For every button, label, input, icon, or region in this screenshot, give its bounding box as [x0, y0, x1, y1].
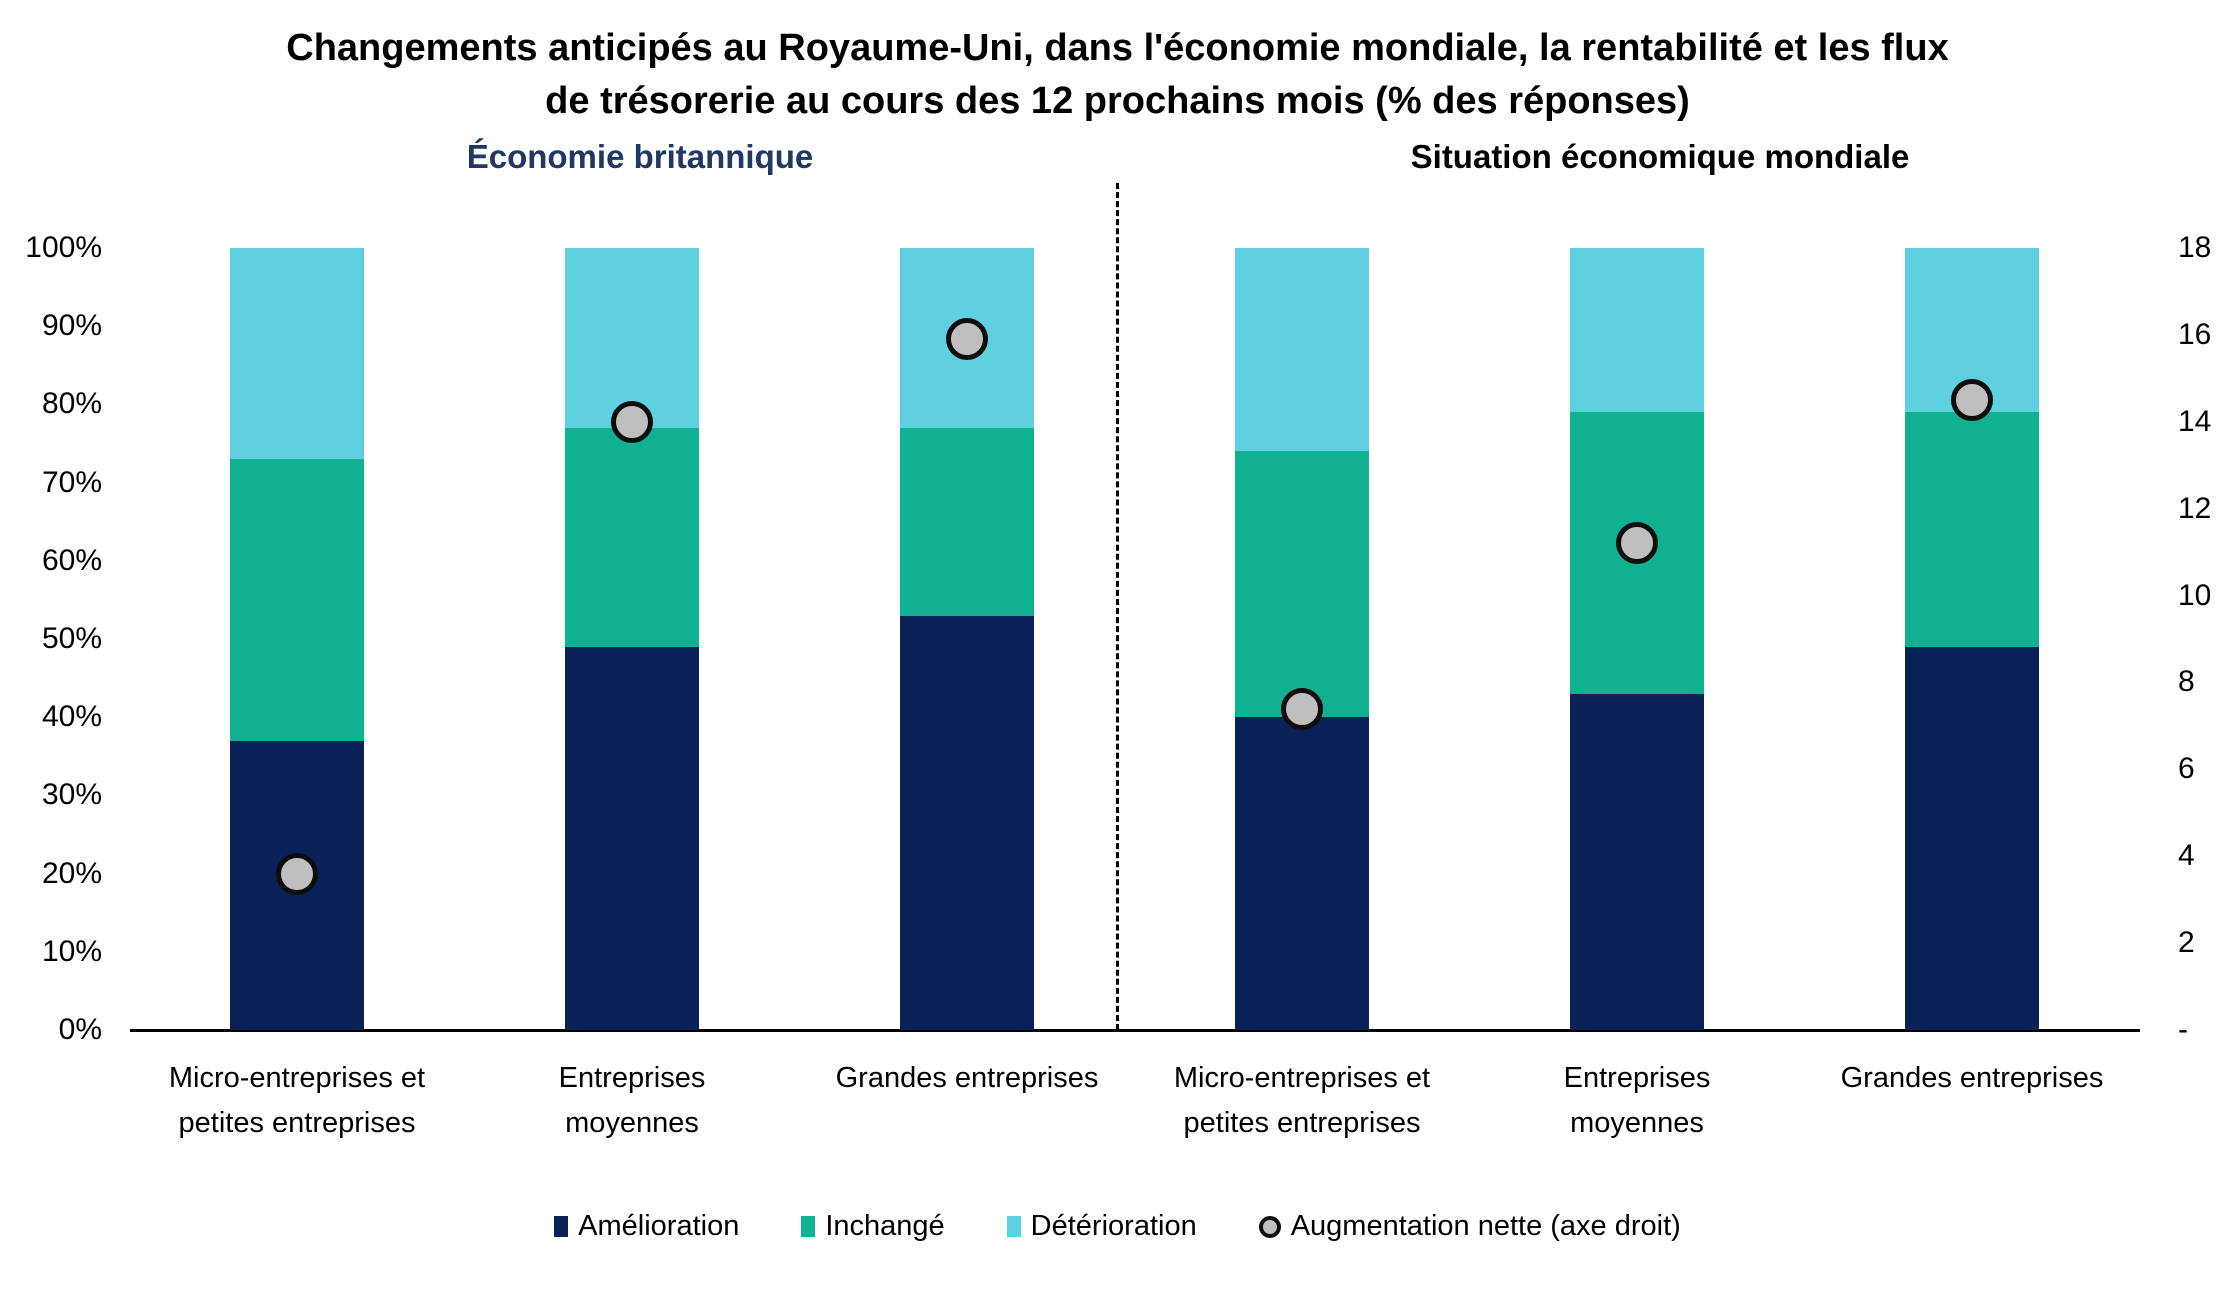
left-axis-tick-30pct: 30% [41, 778, 102, 812]
right-axis-tick-16: 16 [2178, 317, 2212, 351]
net-increase-marker-cat5 [1616, 522, 1658, 565]
legend-label-augmentation-nette: Augmentation nette (axe droit) [1290, 1210, 1681, 1242]
bar-segment-inchange-cat2 [565, 427, 699, 647]
category-label-cat3: Grandes entreprises [787, 1056, 1147, 1101]
section-divider-dashed-line [1116, 183, 1119, 1030]
right-axis-tick-10: 10 [2178, 578, 2212, 612]
bar-segment-amelioration-cat3 [900, 615, 1034, 1030]
left-axis-tick-0pct: 0% [58, 1013, 102, 1046]
right-axis-tick-zero: - [2178, 1013, 2188, 1046]
legend-label-amelioration: Amélioration [578, 1210, 740, 1242]
right-axis-tick-8: 8 [2178, 665, 2195, 699]
category-label-cat5: Entreprises moyennes [1457, 1056, 1817, 1146]
category-label-line: Grandes entreprises [835, 1062, 1099, 1094]
bar-segment-inchange-cat3 [900, 427, 1034, 616]
left-axis-tick-80pct: 80% [41, 387, 102, 421]
bar-segment-deterioration-cat4 [1235, 248, 1369, 452]
deterioration-swatch-icon [1006, 1216, 1021, 1237]
left-axis-tick-70pct: 70% [41, 465, 102, 499]
chart-title-line2: de trésorerie au cours des 12 prochains … [545, 80, 1690, 122]
legend-item-augmentation-nette: Augmentation nette (axe droit) [1258, 1210, 1681, 1243]
net-increase-circle-icon [1258, 1215, 1281, 1238]
bar-segment-deterioration-cat5 [1570, 248, 1704, 413]
category-label-line: petites entreprises [1183, 1107, 1421, 1139]
legend-item-amelioration: Amélioration [554, 1210, 739, 1243]
bar-segment-amelioration-cat5 [1570, 693, 1704, 1030]
left-axis-tick-50pct: 50% [41, 622, 102, 655]
category-label-cat6: Grandes entreprises [1792, 1056, 2152, 1101]
inchange-swatch-icon [801, 1216, 816, 1237]
right-axis-tick-14: 14 [2178, 404, 2212, 438]
legend-item-inchange: Inchangé [801, 1210, 945, 1243]
net-increase-marker-cat4 [1281, 687, 1323, 730]
right-axis-tick-12: 12 [2178, 491, 2212, 525]
category-label-line: Entreprises [1563, 1062, 1711, 1094]
bar-segment-inchange-cat1 [230, 459, 364, 741]
net-increase-marker-cat6 [1951, 379, 1993, 422]
bar-segment-amelioration-cat6 [1905, 646, 2039, 1030]
right-axis-tick-4: 4 [2178, 839, 2195, 873]
legend-item-deterioration: Détérioration [1006, 1210, 1197, 1243]
bar-segment-amelioration-cat2 [565, 646, 699, 1030]
bar-segment-deterioration-cat2 [565, 248, 699, 428]
category-label-line: petites entreprises [178, 1107, 416, 1139]
bar-segment-deterioration-cat1 [230, 248, 364, 460]
legend-label-deterioration: Détérioration [1030, 1210, 1197, 1242]
left-axis-tick-10pct: 10% [41, 934, 102, 968]
right-axis-tick-18: 18 [2178, 231, 2212, 264]
left-axis-tick-100pct: 100% [25, 231, 102, 264]
legend-label-inchange: Inchangé [825, 1210, 945, 1242]
left-axis-tick-90pct: 90% [41, 309, 102, 343]
right-axis-tick-2: 2 [2178, 926, 2195, 960]
chart-title: Changements anticipés au Royaume-Uni, da… [0, 22, 2235, 128]
bar-segment-inchange-cat6 [1905, 412, 2039, 647]
left-axis-tick-40pct: 40% [41, 700, 102, 734]
chart-title-line1: Changements anticipés au Royaume-Uni, da… [286, 27, 1949, 69]
net-increase-marker-cat2 [611, 400, 653, 443]
category-label-line: Entreprises [558, 1062, 706, 1094]
net-increase-marker-cat1 [276, 852, 318, 895]
net-increase-marker-cat3 [946, 318, 988, 361]
bar-segment-inchange-cat4 [1235, 451, 1369, 718]
bar-segment-amelioration-cat4 [1235, 717, 1369, 1030]
category-label-line: moyennes [565, 1107, 699, 1139]
category-label-line: Grandes entreprises [1840, 1062, 2104, 1094]
category-label-cat2: Entreprises moyennes [452, 1056, 812, 1146]
left-axis-tick-60pct: 60% [41, 543, 102, 577]
left-axis-tick-20pct: 20% [41, 856, 102, 890]
category-label-line: Micro-entreprises et [1173, 1062, 1431, 1094]
right-axis-tick-6: 6 [2178, 752, 2195, 786]
panel-title-uk-economy: Économie britannique [466, 138, 814, 175]
panel-title-world-economy: Situation économique mondiale [1410, 138, 1910, 175]
x-axis-line [130, 1029, 2140, 1032]
legend: Amélioration Inchangé Détérioration Augm… [0, 1210, 2235, 1243]
amelioration-swatch-icon [554, 1216, 569, 1237]
category-label-line: Micro-entreprises et [168, 1062, 426, 1094]
category-label-line: moyennes [1570, 1107, 1704, 1139]
category-label-cat1: Micro-entreprises et petites entreprises [117, 1056, 477, 1146]
category-label-cat4: Micro-entreprises et petites entreprises [1122, 1056, 1482, 1146]
